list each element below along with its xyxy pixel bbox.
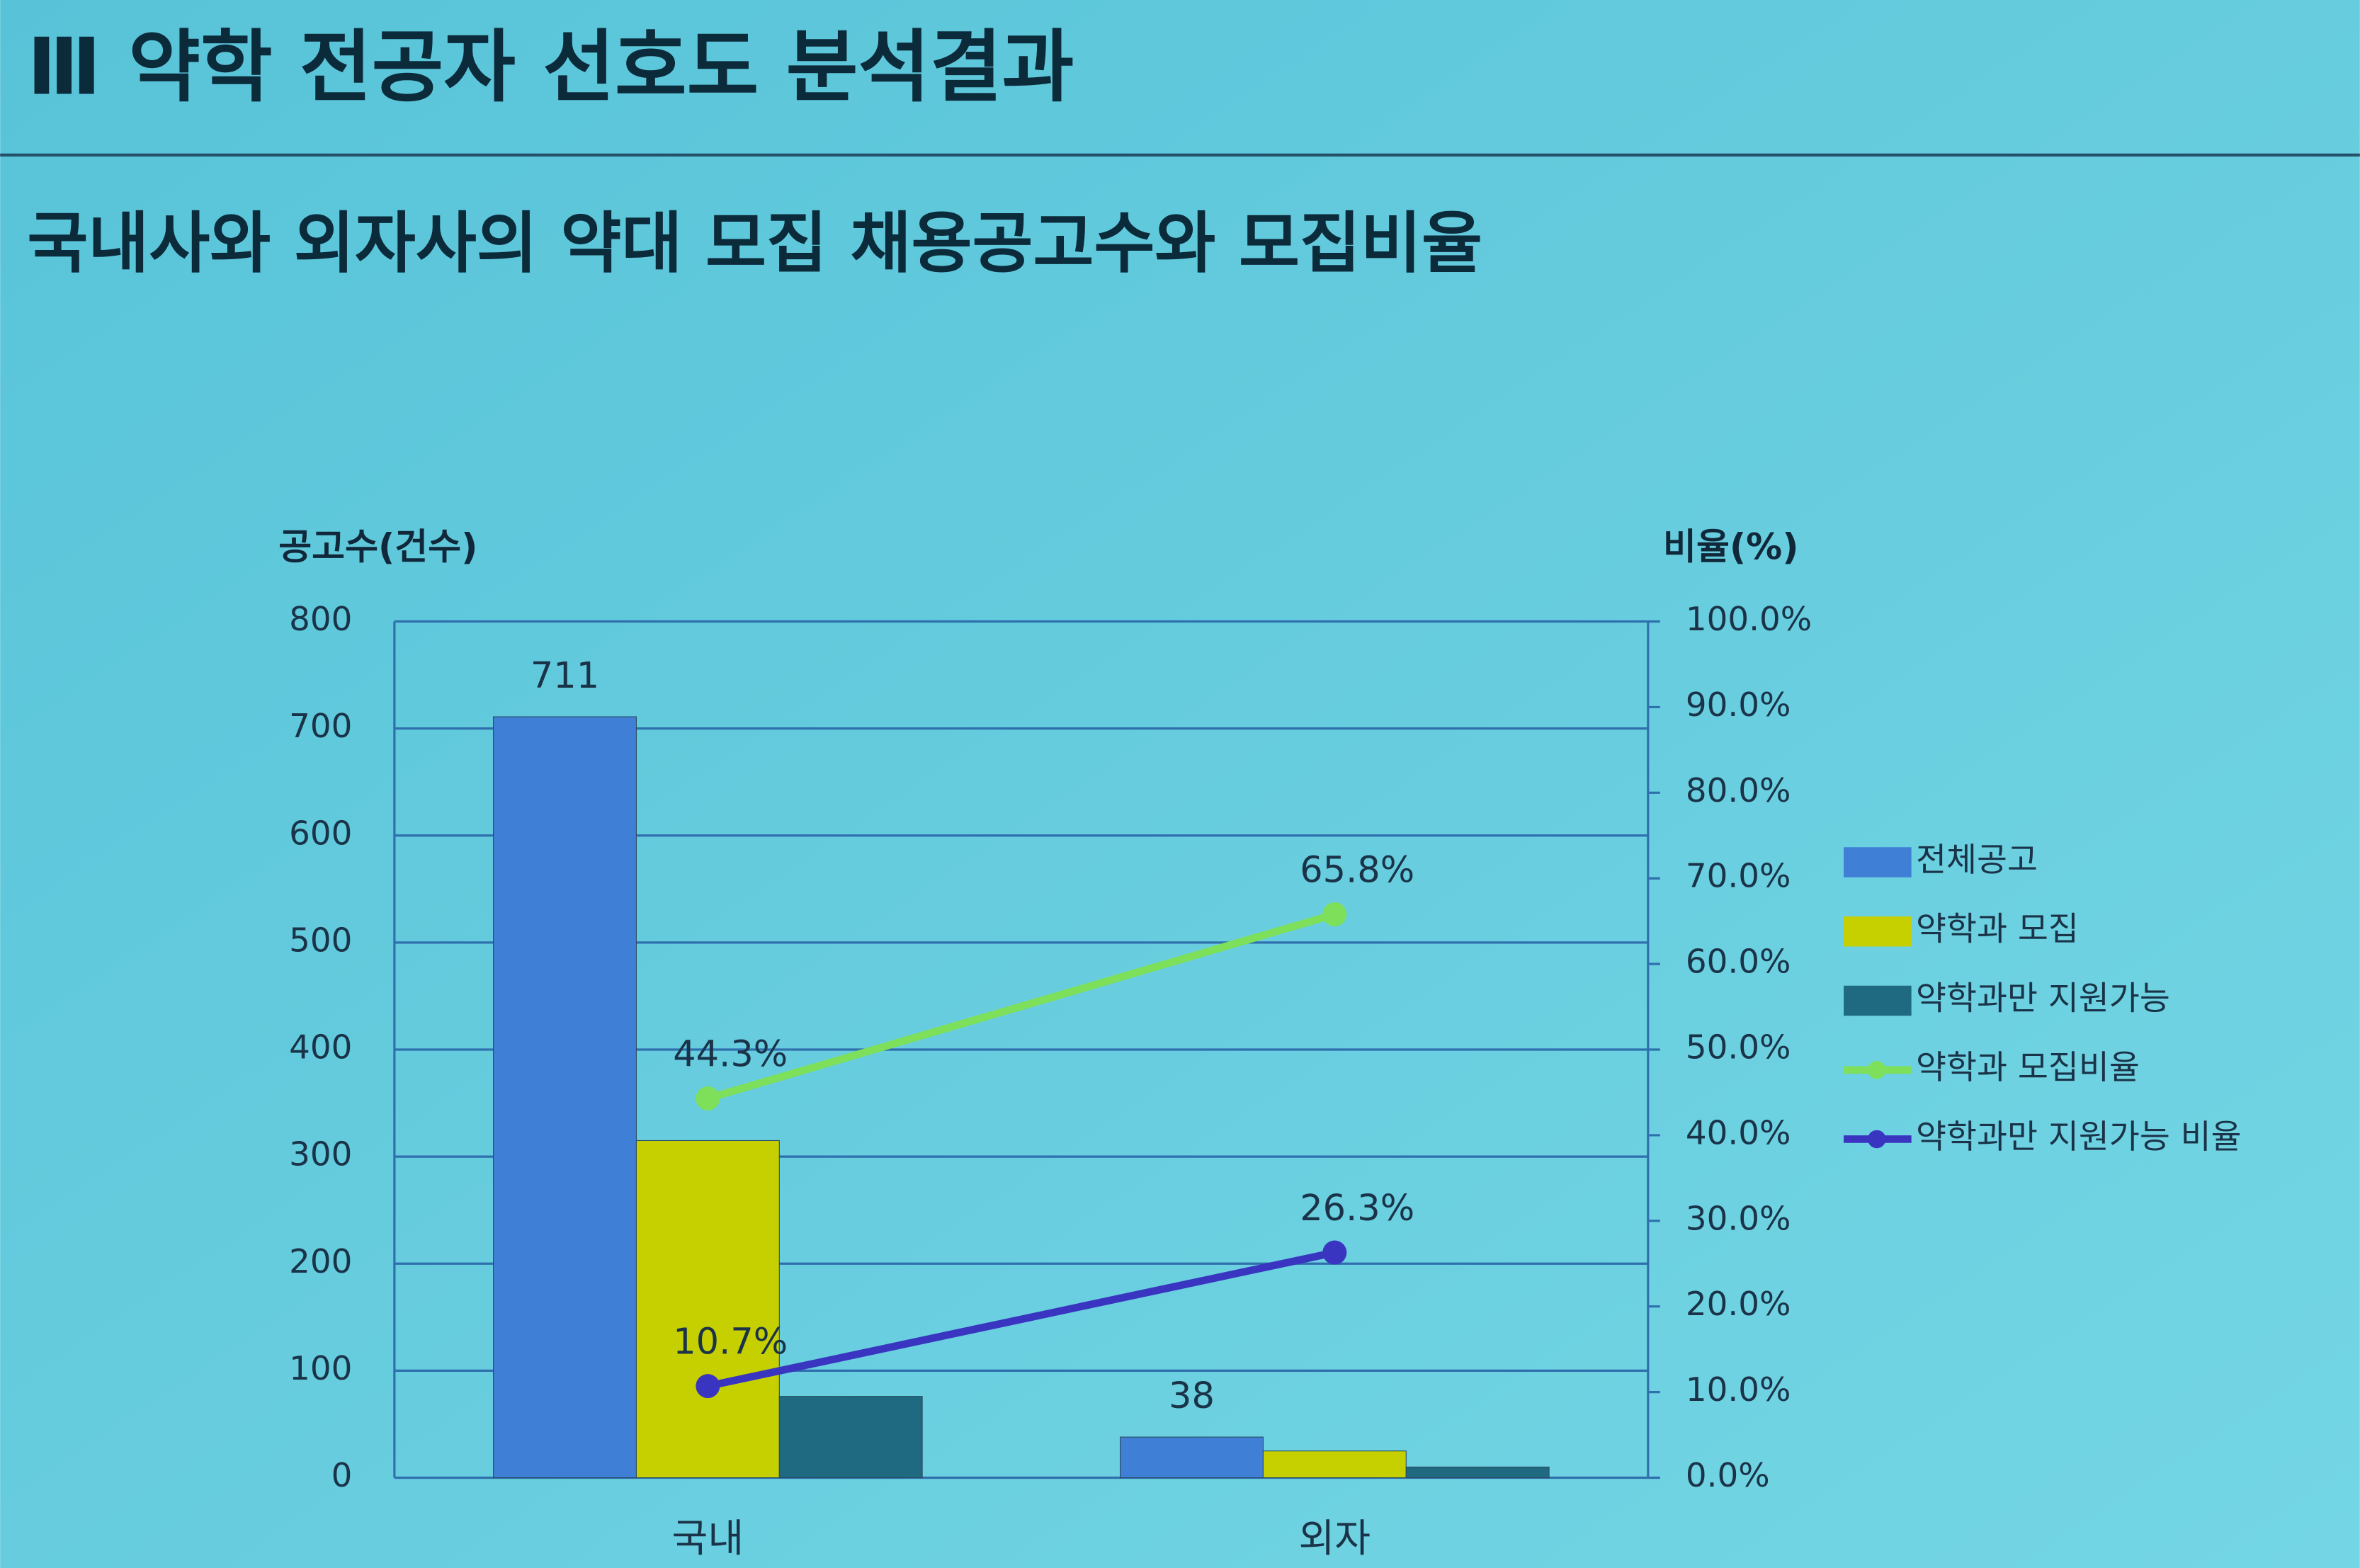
line-marker — [696, 1374, 720, 1399]
value-label: 44.3% — [673, 1033, 788, 1075]
slide-title: Ⅲ 약학 전공자 선호도 분석결과 — [27, 21, 1074, 113]
bar — [493, 716, 637, 1479]
y2-tick-label: 50.0% — [1686, 1029, 1791, 1067]
y-tick-label: 400 — [289, 1029, 352, 1067]
y-tick-label: 800 — [289, 601, 352, 639]
bar — [1120, 1436, 1264, 1479]
line — [707, 1249, 1336, 1390]
line-marker — [1322, 902, 1347, 926]
legend-label: 전체공고 — [1916, 841, 2038, 880]
y2-tick-label: 20.0% — [1686, 1285, 1791, 1324]
y-axis-title: 공고수(건수) — [278, 527, 477, 569]
y-tick-label: 600 — [289, 814, 352, 853]
bar — [1262, 1450, 1407, 1479]
y2-tick-label: 10.0% — [1686, 1371, 1791, 1409]
x-tick-label: 국내 — [672, 1516, 744, 1562]
legend-label: 약학과 모집비율 — [1916, 1049, 2140, 1087]
legend-marker — [1868, 1130, 1886, 1149]
y2-tick-label: 40.0% — [1686, 1114, 1791, 1152]
y2-tick-label: 60.0% — [1686, 943, 1791, 982]
value-label: 26.3% — [1300, 1188, 1414, 1229]
value-label: 10.7% — [673, 1322, 788, 1363]
legend-swatch — [1844, 985, 1912, 1016]
slide-subtitle: 국내사와 외자사의 약대 모집 채용공고수와 모집비율 — [27, 205, 1482, 283]
y2-tick-label: 80.0% — [1686, 772, 1791, 810]
y-tick-label: 100 — [289, 1350, 352, 1388]
y2-axis-title: 비율(%) — [1663, 527, 1799, 569]
y-tick-label: 500 — [289, 921, 352, 960]
y2-tick-label: 100.0% — [1686, 601, 1812, 639]
value-label: 65.8% — [1300, 850, 1414, 892]
y-tick-label: 300 — [289, 1136, 352, 1174]
bar — [635, 1140, 780, 1479]
x-tick-label: 외자 — [1298, 1516, 1371, 1562]
legend-marker — [1868, 1060, 1886, 1079]
bar — [1405, 1466, 1550, 1479]
legend-swatch — [1844, 847, 1912, 877]
value-label: 38 — [1169, 1375, 1215, 1417]
y2-tick-label: 90.0% — [1686, 686, 1791, 725]
y-tick-label: 0 — [331, 1457, 353, 1495]
legend-label: 약학과만 지원가능 비율 — [1916, 1118, 2242, 1157]
y-tick-label: 700 — [289, 708, 352, 746]
line — [706, 910, 1336, 1103]
y2-tick-label: 0.0% — [1686, 1457, 1770, 1495]
y2-tick-label: 30.0% — [1686, 1200, 1791, 1238]
legend-swatch — [1844, 916, 1912, 947]
legend-label: 약학과만 지원가능 — [1916, 979, 2170, 1018]
legend-label: 약학과 모집 — [1916, 911, 2079, 949]
value-label: 711 — [531, 655, 599, 697]
y2-tick-label: 70.0% — [1686, 858, 1791, 896]
line-marker — [696, 1086, 720, 1110]
line-marker — [1322, 1240, 1347, 1265]
y-tick-label: 200 — [289, 1243, 352, 1281]
bar — [778, 1396, 923, 1479]
